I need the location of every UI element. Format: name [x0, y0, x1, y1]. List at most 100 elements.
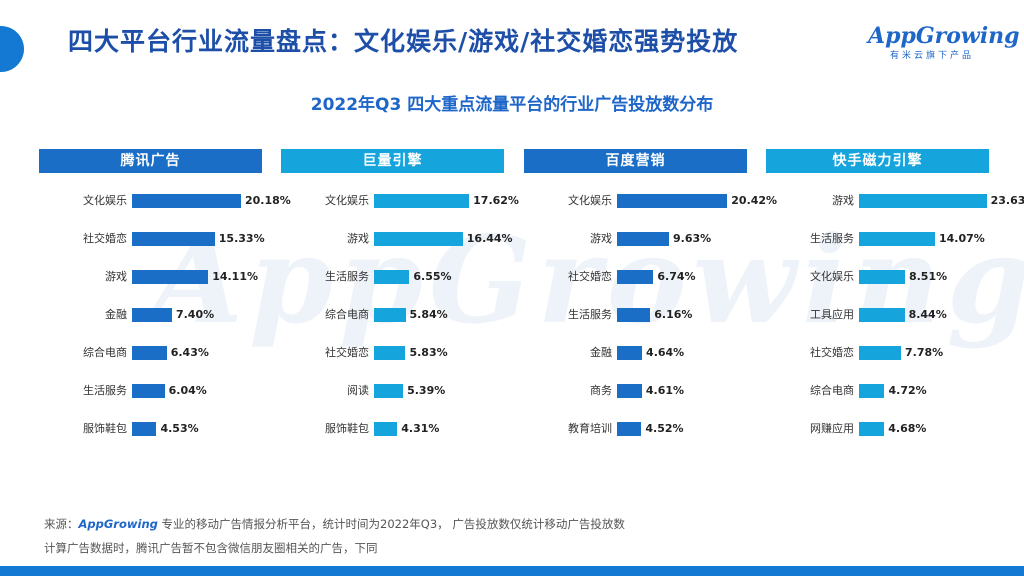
category-label: 社交婚恋: [325, 346, 369, 359]
value-label: 20.18%: [244, 194, 291, 207]
value-label: 17.62%: [473, 194, 519, 207]
value-label: 5.83%: [409, 346, 448, 359]
category-label: 生活服务: [325, 270, 369, 283]
bar-row: 教育培训 4.52%: [524, 419, 747, 439]
category-label: 文化娱乐: [325, 194, 369, 207]
category-label: 社交婚恋: [568, 270, 612, 283]
category-label: 网赚应用: [810, 422, 854, 435]
category-label: 综合电商: [83, 346, 127, 359]
category-label: 生活服务: [810, 232, 854, 245]
bar: [374, 384, 404, 398]
bar-row: 综合电商 5.84%: [281, 305, 504, 325]
category-label: 文化娱乐: [83, 194, 127, 207]
bar-row: 综合电商 6.43%: [39, 343, 262, 363]
bar-row: 社交婚恋 6.74%: [524, 267, 747, 287]
bar: [374, 232, 463, 246]
bar: [132, 384, 165, 398]
bar: [617, 232, 669, 246]
value-label: 16.44%: [466, 232, 513, 245]
category-label: 游戏: [347, 232, 369, 245]
bar-row: 游戏 23.63%: [766, 191, 1024, 211]
bar: [132, 270, 209, 284]
bar-row: 服饰鞋包 4.53%: [39, 419, 262, 439]
category-label: 商务: [590, 384, 612, 397]
bar-chart: 文化娱乐 17.62% 游戏 16.44% 生活服务 6.55% 综合电商 5.84% 社交婚恋…: [281, 173, 519, 449]
appgrowing-logo: AppGrowing 有米云旗下产品: [868, 22, 1020, 62]
bar: [132, 232, 215, 246]
bar-chart: 文化娱乐 20.18% 社交婚恋 15.33% 游戏 14.11% 金融 7.40% 综合电商 6…: [39, 173, 291, 449]
bar-row: 金融 7.40%: [39, 305, 262, 325]
value-label: 20.42%: [731, 194, 778, 207]
bar-row: 文化娱乐 8.51%: [766, 267, 989, 287]
value-label: 5.84%: [409, 308, 448, 321]
bar: [132, 346, 167, 360]
bar: [859, 270, 905, 284]
value-label: 4.72%: [888, 384, 927, 397]
value-label: 4.61%: [645, 384, 685, 397]
category-label: 服饰鞋包: [325, 422, 369, 435]
panel-title: 腾讯广告: [39, 149, 262, 173]
side-accent-circle: [0, 26, 24, 72]
bar-row: 社交婚恋 5.83%: [281, 343, 504, 363]
value-label: 9.63%: [673, 232, 712, 245]
bar-row: 文化娱乐 17.62%: [281, 191, 519, 211]
bar-row: 生活服务 6.55%: [281, 267, 504, 287]
bar: [132, 194, 241, 208]
bar: [617, 270, 654, 284]
bar: [617, 308, 651, 322]
category-label: 社交婚恋: [810, 346, 854, 359]
value-label: 7.40%: [175, 308, 215, 321]
source-line-1: 来源：AppGrowing 专业的移动广告情报分析平台，统计时间为2022年Q3…: [44, 512, 704, 536]
bar: [132, 422, 157, 436]
page-title: 四大平台行业流量盘点：文化娱乐/游戏/社交婚恋强势投放: [68, 27, 739, 56]
bar-chart: 游戏 23.63% 生活服务 14.07% 文化娱乐 8.51% 工具应用 8.44% 社交婚恋…: [766, 173, 1024, 449]
panel-title: 百度营销: [524, 149, 747, 173]
value-label: 6.04%: [168, 384, 207, 397]
bar: [374, 194, 470, 208]
category-label: 游戏: [590, 232, 612, 245]
panel-ocean-engine: 巨量引擎 文化娱乐 17.62% 游戏 16.44% 生活服务 6.55% 综合电商 5.84…: [281, 149, 519, 449]
bar: [617, 194, 728, 208]
value-label: 6.16%: [654, 308, 693, 321]
category-label: 金融: [105, 308, 127, 321]
category-label: 游戏: [832, 194, 854, 207]
panel-baidu-marketing: 百度营销 文化娱乐 20.42% 游戏 9.63% 社交婚恋 6.74% 生活服务 6.16%…: [524, 149, 777, 449]
category-label: 教育培训: [568, 422, 612, 435]
bar-row: 网赚应用 4.68%: [766, 419, 989, 439]
value-label: 5.39%: [407, 384, 446, 397]
category-label: 社交婚恋: [83, 232, 127, 245]
value-label: 8.51%: [908, 270, 948, 283]
bar: [859, 308, 905, 322]
bar-chart: 文化娱乐 20.42% 游戏 9.63% 社交婚恋 6.74% 生活服务 6.16% 金融 4.6…: [524, 173, 777, 449]
value-label: 14.11%: [212, 270, 259, 283]
bar-row: 商务 4.61%: [524, 381, 747, 401]
value-label: 14.07%: [938, 232, 985, 245]
value-label: 7.78%: [905, 346, 944, 359]
source-line-2: 计算广告数据时，腾讯广告暂不包含微信朋友圈相关的广告，下同: [44, 541, 378, 555]
bar: [374, 308, 406, 322]
bar: [617, 346, 643, 360]
value-label: 23.63%: [990, 194, 1024, 207]
bar-row: 生活服务 6.16%: [524, 305, 747, 325]
bar-row: 阅读 5.39%: [281, 381, 504, 401]
bar-row: 工具应用 8.44%: [766, 305, 989, 325]
value-label: 8.44%: [908, 308, 947, 321]
category-label: 服饰鞋包: [83, 422, 127, 435]
category-label: 综合电商: [810, 384, 854, 397]
logo-tagline: 有米云旗下产品: [889, 51, 974, 61]
chart-subtitle: 2022年Q3 四大重点流量平台的行业广告投放数分布: [310, 95, 714, 115]
value-label: 6.74%: [657, 270, 696, 283]
bar-row: 游戏 14.11%: [39, 267, 262, 287]
panel-title: 巨量引擎: [281, 149, 504, 173]
panel-tencent-ads: 腾讯广告 文化娱乐 20.18% 社交婚恋 15.33% 游戏 14.11% 金融 7.40%…: [39, 149, 291, 449]
bar: [859, 384, 885, 398]
category-label: 工具应用: [810, 308, 854, 321]
bar: [859, 232, 935, 246]
bar-row: 综合电商 4.72%: [766, 381, 989, 401]
value-label: 4.64%: [646, 346, 685, 359]
category-label: 文化娱乐: [810, 270, 854, 283]
bar-row: 服饰鞋包 4.31%: [281, 419, 504, 439]
bar: [617, 422, 642, 436]
bar-row: 生活服务 14.07%: [766, 229, 989, 249]
category-label: 生活服务: [568, 308, 612, 321]
